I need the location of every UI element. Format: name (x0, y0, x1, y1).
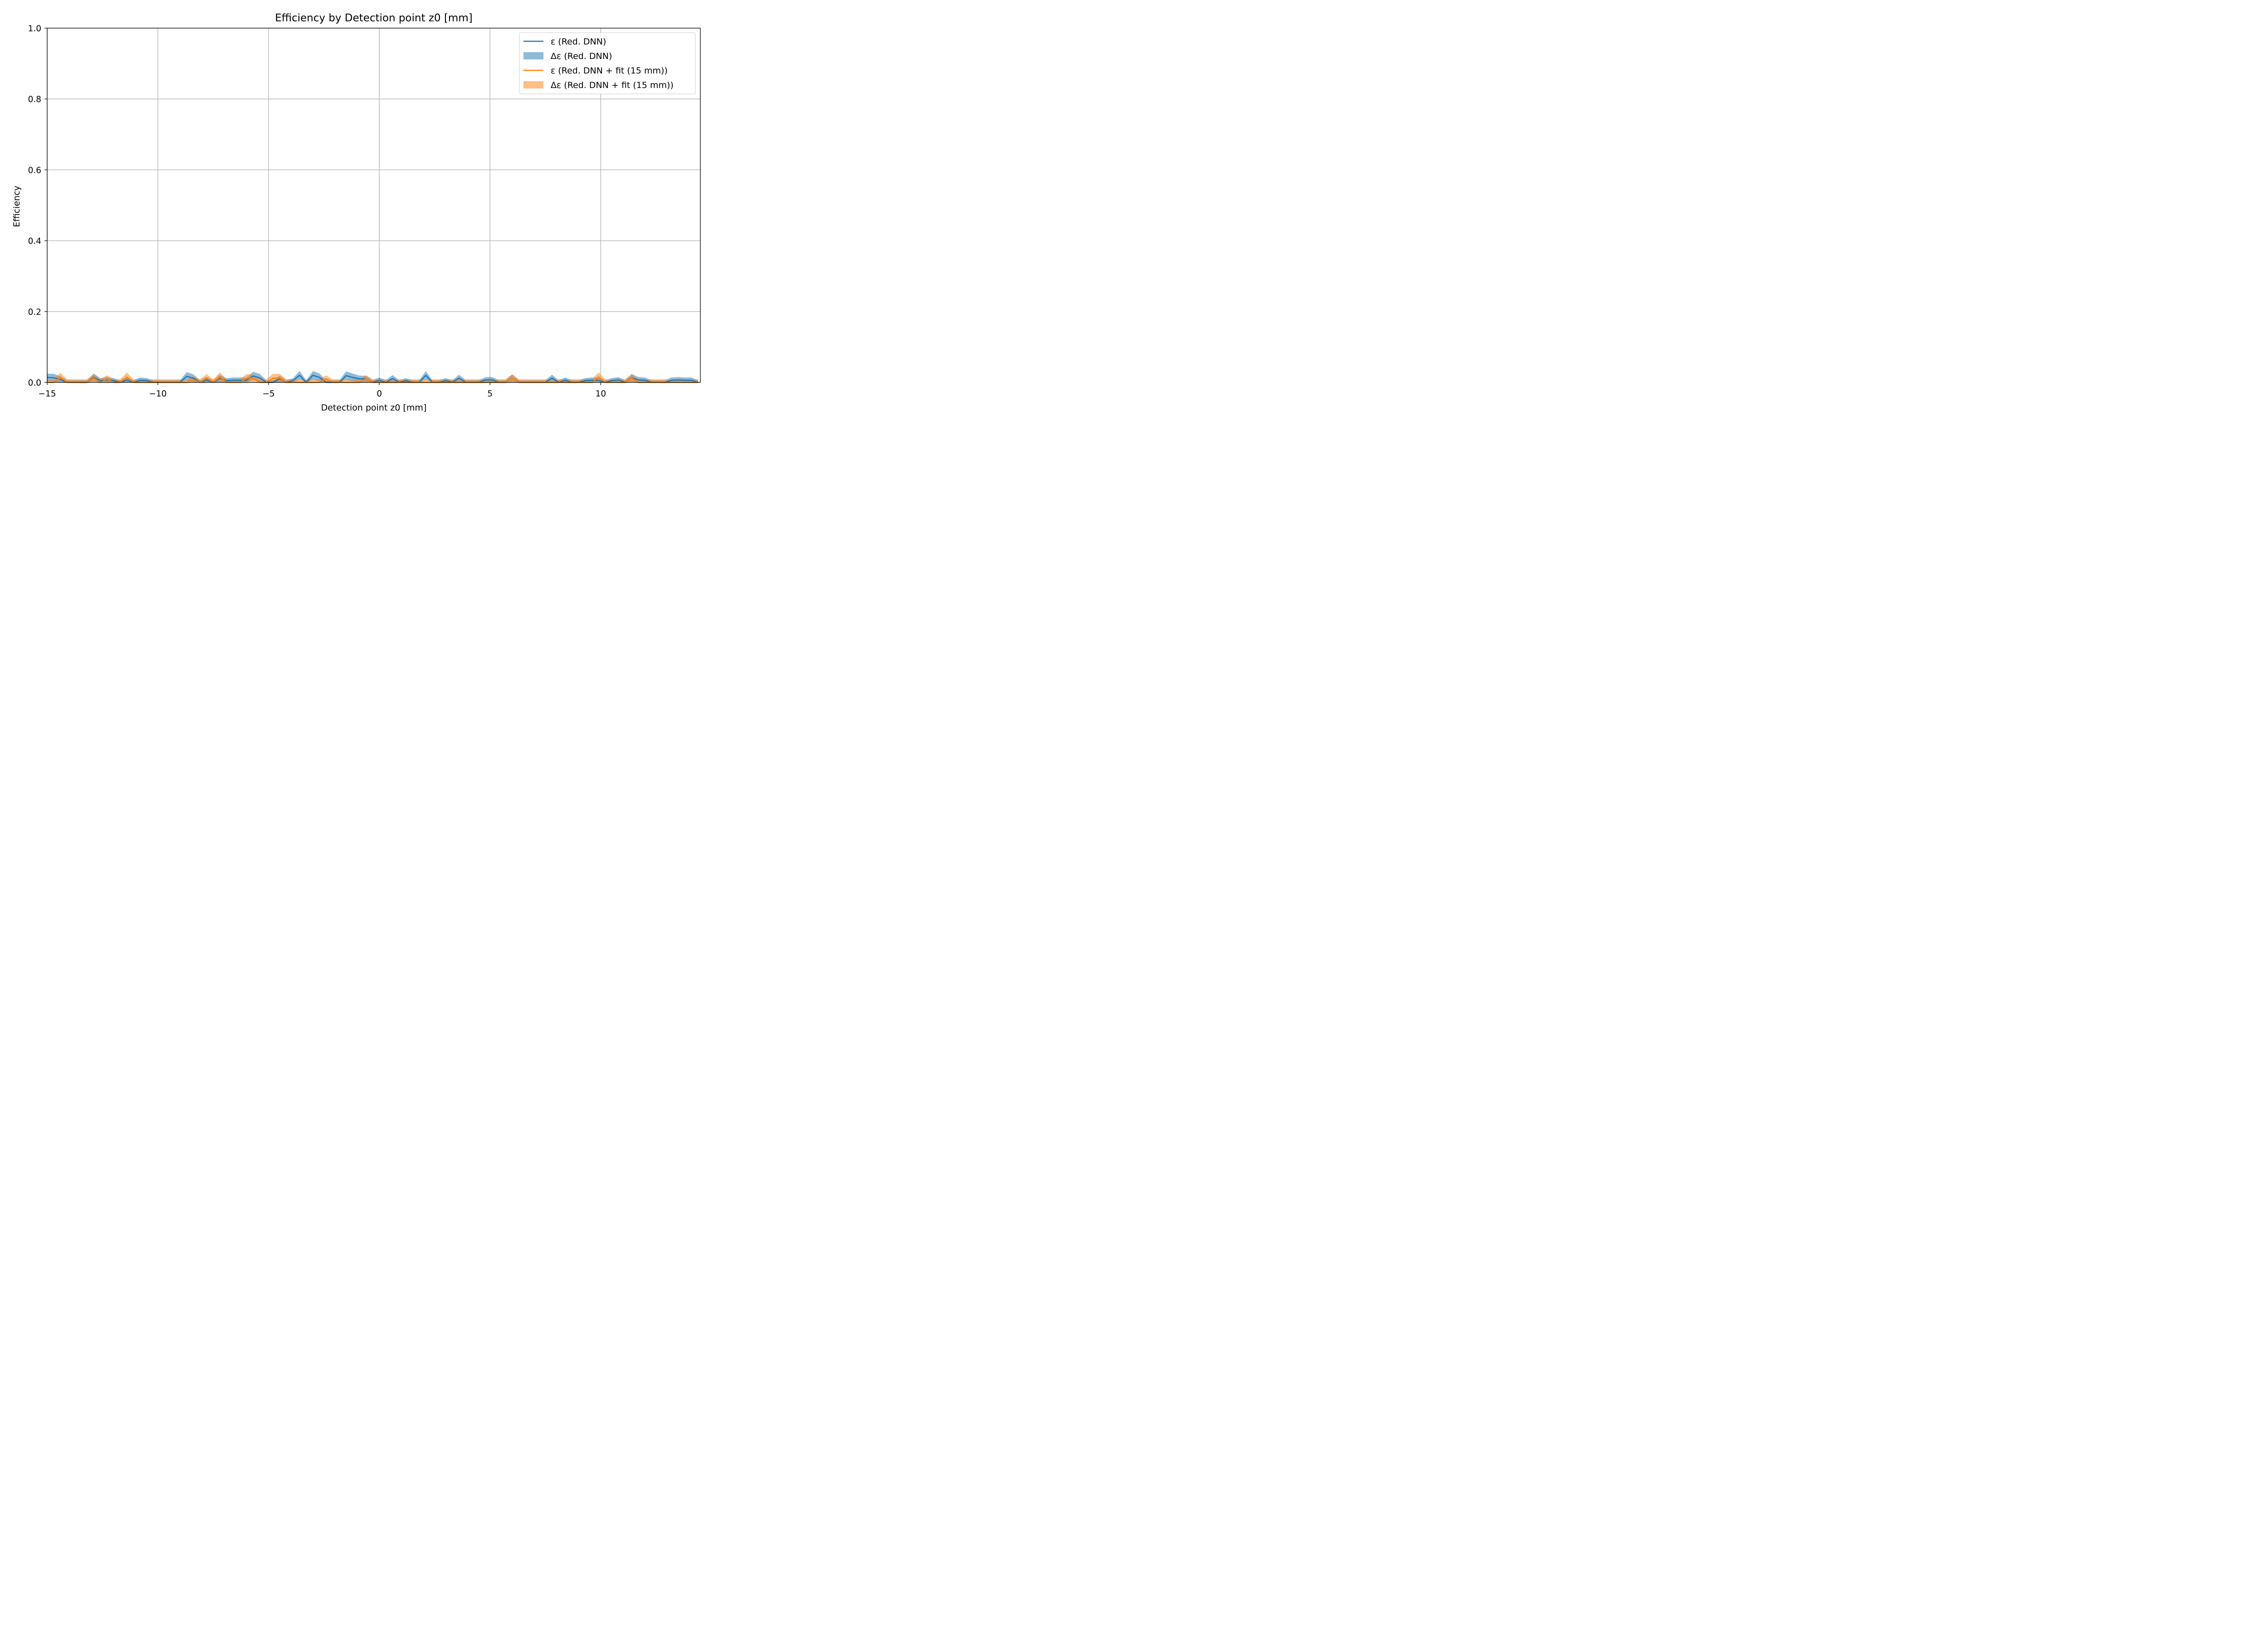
legend-label: ε (Red. DNN + fit (15 mm)) (551, 66, 668, 76)
x-axis-ticks: −15 −10 −5 0 5 10 (38, 382, 606, 399)
legend-label: ε (Red. DNN) (551, 37, 606, 47)
legend-entry: Δε (Red. DNN + fit (15 mm)) (523, 80, 674, 90)
legend-box (519, 32, 696, 94)
x-axis-label: Detection point z0 [mm] (321, 403, 427, 413)
legend-entry: ε (Red. DNN) (523, 37, 606, 47)
legend: ε (Red. DNN) Δε (Red. DNN) ε (Red. DNN + f… (519, 32, 696, 94)
legend-entry: ε (Red. DNN + fit (15 mm)) (523, 66, 668, 76)
x-tick-label: 10 (596, 389, 606, 399)
y-tick-label: 0.2 (28, 308, 41, 317)
x-tick-label: −5 (262, 389, 274, 399)
legend-entry: Δε (Red. DNN) (523, 51, 612, 61)
legend-band-swatch (523, 52, 543, 59)
y-axis-label: Efficiency (12, 186, 22, 227)
y-tick-label: 0.0 (28, 378, 41, 388)
y-tick-label: 0.6 (28, 166, 41, 175)
x-tick-label: −15 (38, 389, 56, 399)
x-tick-label: −10 (149, 389, 167, 399)
x-tick-label: 0 (376, 389, 382, 399)
y-tick-label: 1.0 (28, 24, 41, 34)
legend-label: Δε (Red. DNN + fit (15 mm)) (551, 80, 674, 90)
efficiency-chart: −15 −10 −5 0 5 10 0.0 0.2 0.4 0.6 0.8 1.0 Efficien… (0, 0, 711, 426)
y-tick-label: 0.8 (28, 95, 41, 104)
y-axis-ticks: 0.0 0.2 0.4 0.6 0.8 1.0 (28, 24, 47, 388)
x-tick-label: 5 (487, 389, 493, 399)
plot-frame (47, 28, 701, 383)
legend-band-swatch (523, 81, 543, 88)
chart-title: Efficiency by Detection point z0 [mm] (275, 12, 472, 24)
legend-label: Δε (Red. DNN) (551, 51, 612, 61)
y-tick-label: 0.4 (28, 237, 41, 246)
